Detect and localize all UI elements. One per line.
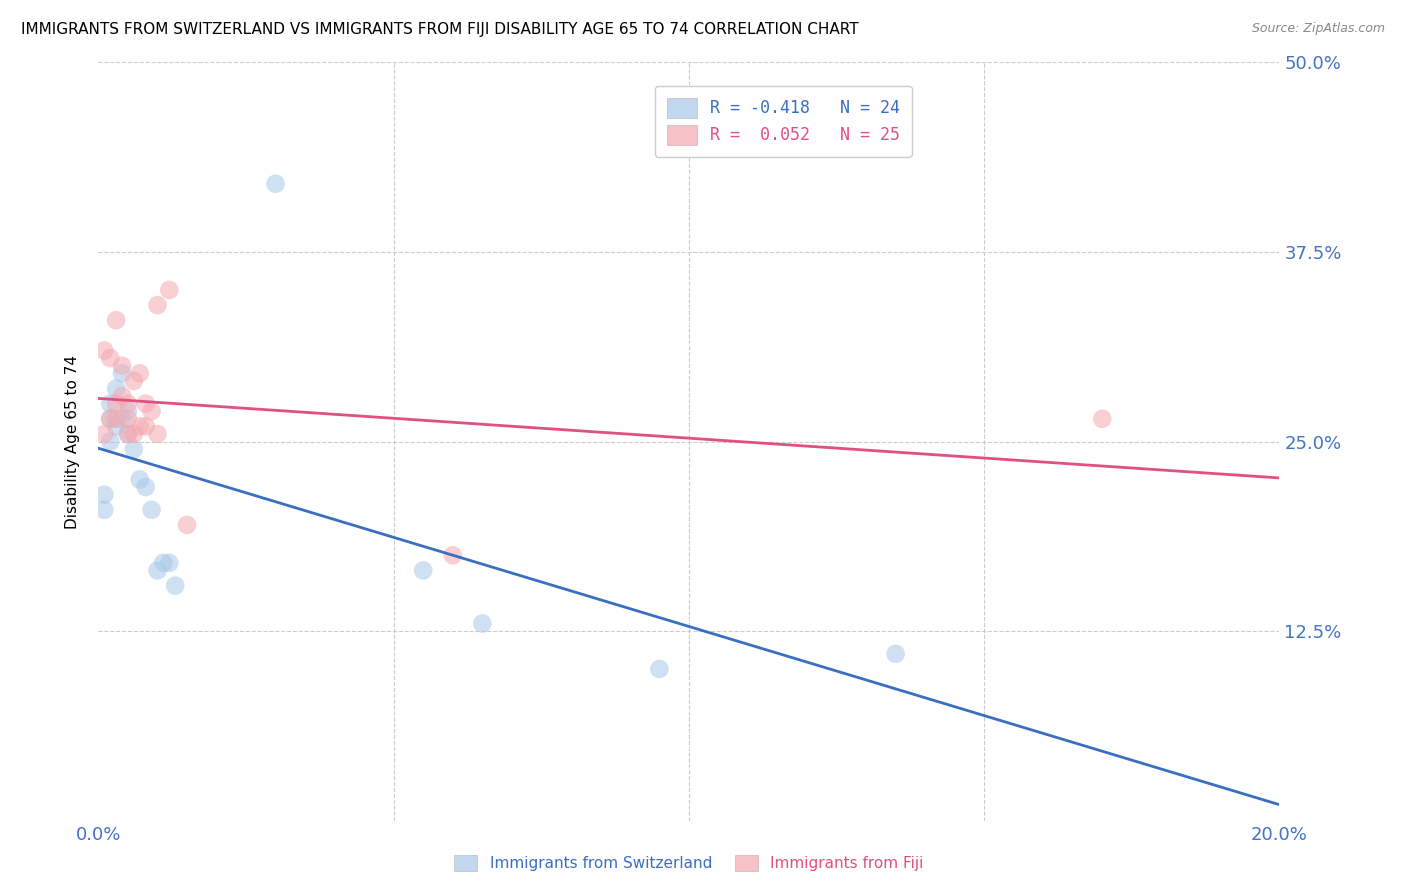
Text: IMMIGRANTS FROM SWITZERLAND VS IMMIGRANTS FROM FIJI DISABILITY AGE 65 TO 74 CORR: IMMIGRANTS FROM SWITZERLAND VS IMMIGRANT… — [21, 22, 859, 37]
Point — [122, 374, 145, 388]
Y-axis label: Disability Age 65 to 74: Disability Age 65 to 74 — [65, 354, 80, 529]
Point — [117, 396, 139, 410]
Point — [98, 412, 121, 426]
Point — [648, 662, 671, 676]
Point — [176, 517, 198, 532]
Point — [105, 419, 128, 434]
Point — [884, 647, 907, 661]
Point — [93, 427, 115, 442]
Point — [157, 283, 180, 297]
Point — [111, 366, 134, 380]
Point — [146, 564, 169, 578]
Point — [105, 412, 128, 426]
Point — [122, 442, 145, 457]
Point — [135, 396, 157, 410]
Point — [93, 343, 115, 358]
Point — [264, 177, 287, 191]
Point — [146, 427, 169, 442]
Point — [93, 503, 115, 517]
Point — [128, 473, 150, 487]
Point — [122, 427, 145, 442]
Point — [157, 556, 180, 570]
Legend: Immigrants from Switzerland, Immigrants from Fiji: Immigrants from Switzerland, Immigrants … — [449, 849, 929, 878]
Point — [1091, 412, 1114, 426]
Point — [135, 419, 157, 434]
Point — [128, 366, 150, 380]
Point — [105, 313, 128, 327]
Point — [165, 579, 187, 593]
Point — [135, 480, 157, 494]
Point — [98, 434, 121, 449]
Point — [141, 503, 163, 517]
Point — [471, 616, 494, 631]
Point — [146, 298, 169, 312]
Point — [105, 396, 128, 410]
Point — [152, 556, 174, 570]
Point — [128, 419, 150, 434]
Point — [117, 427, 139, 442]
Point — [111, 412, 134, 426]
Point — [98, 412, 121, 426]
Point — [105, 382, 128, 396]
Point — [141, 404, 163, 418]
Text: Source: ZipAtlas.com: Source: ZipAtlas.com — [1251, 22, 1385, 36]
Point — [117, 412, 139, 426]
Point — [117, 404, 139, 418]
Point — [441, 548, 464, 563]
Point — [412, 564, 434, 578]
Point — [111, 389, 134, 403]
Point — [93, 487, 115, 501]
Point — [111, 359, 134, 373]
Point — [98, 396, 121, 410]
Point — [98, 351, 121, 366]
Point — [117, 427, 139, 442]
